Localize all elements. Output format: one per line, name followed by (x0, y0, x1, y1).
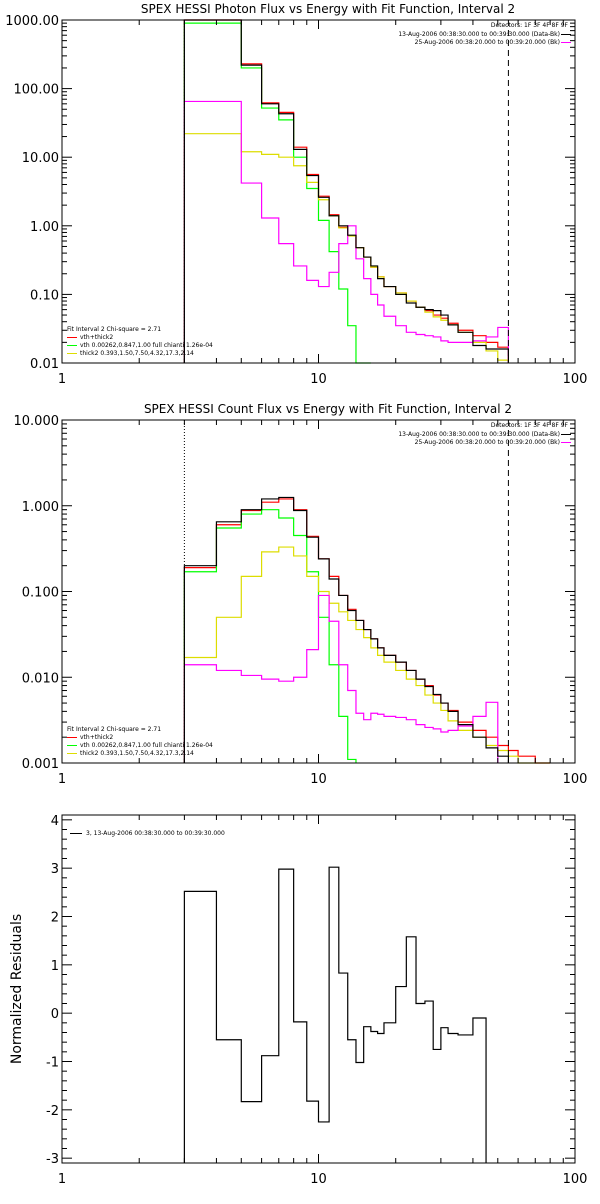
count-vth-thick2-label: vth+thick2 (80, 734, 113, 741)
photon-bk-interval-label: 25-Aug-2006 00:38:20.000 to 00:39:20.000… (415, 39, 560, 46)
residuals-series-3-13-aug-2006-00-38-30-000-to-00-39-30-000-line (183, 866, 487, 1163)
photon-series-bk-line (183, 100, 509, 363)
count-y-tick-label: 1.000 (22, 500, 59, 515)
photon-flux-title: SPEX HESSI Photon Flux vs Energy with Fi… (141, 2, 515, 16)
residuals-y-tick-label: -1 (46, 1056, 59, 1071)
residuals-y-tick-label: 3 (51, 862, 59, 877)
photon-flux-ticks: 1 10 100 0.01 0.10 1.00 10.00 100.00 1000.00 (5, 14, 587, 387)
residuals-y-axis-label: Normalized Residuals (9, 914, 25, 1064)
count-x-tick-label: 100 (563, 772, 588, 787)
residuals-y-tick-label: -2 (46, 1104, 59, 1119)
photon-y-tick-label: 1.00 (30, 220, 59, 235)
residuals-y-tick-label: 2 (51, 911, 59, 926)
residuals-legend-label: 3, 13-Aug-2006 00:38:30.000 to 00:39:30.… (86, 830, 225, 837)
count-y-tick-label: 0.010 (22, 671, 59, 686)
residuals-panel: 1 10 100 -3 -2 -1 0 1 2 3 4 Normalized Residuals 3… (9, 814, 587, 1187)
residuals-plot-frame (61, 814, 576, 1164)
photon-vth-label: vth 0.00262,0.847,1.00 full chianti 1.26… (80, 342, 213, 349)
count-flux-reference-lines (183, 420, 509, 763)
photon-flux-legend-top-right: Detectors: 1F 3F 4F 8F 9F 13-Aug-2006 00… (398, 22, 571, 46)
residuals-y-tick-label: -3 (46, 1152, 59, 1167)
count-x-tick-label: 1 (58, 772, 66, 787)
count-vth-label: vth 0.00262,0.847,1.00 full chianti 1.26… (80, 742, 213, 749)
count-bk-interval-label: 25-Aug-2006 00:38:20.000 to 00:39:20.000… (415, 439, 560, 446)
residuals-x-tick-label: 100 (563, 1172, 588, 1187)
photon-fit-interval-label: Fit Interval 2 Chi-square = 2.71 (67, 326, 161, 333)
photon-y-tick-label: 1000.00 (5, 14, 59, 29)
count-flux-series (183, 496, 551, 764)
photon-detectors-label: Detectors: 1F 3F 4F 8F 9F (491, 22, 569, 29)
residuals-x-tick-label: 10 (310, 1172, 327, 1187)
photon-thick2-label: thick2 0.393,1.50,7.50,4.32,17.3,2.14 (80, 350, 194, 357)
count-flux-ticks: 1 10 100 0.001 0.010 0.100 1.000 10.000 (14, 414, 588, 787)
photon-vth-thick2-label: vth+thick2 (80, 334, 113, 341)
count-series-vth-line (183, 509, 357, 763)
count-y-tick-label: 10.000 (14, 414, 60, 429)
residuals-x-tick-label: 1 (58, 1172, 66, 1187)
photon-flux-series (183, 19, 509, 364)
photon-flux-plot-frame (61, 19, 576, 364)
count-series-bk-line (183, 594, 499, 763)
count-flux-title: SPEX HESSI Count Flux vs Energy with Fit… (144, 402, 512, 416)
photon-flux-panel: SPEX HESSI Photon Flux vs Energy with Fi… (5, 2, 587, 387)
photon-y-tick-label: 10.00 (22, 151, 59, 166)
photon-series-vth-line (183, 22, 371, 364)
count-thick2-label: thick2 0.393,1.50,7.50,4.32,17.3,2.14 (80, 750, 194, 757)
photon-x-tick-label: 10 (310, 372, 327, 387)
residuals-y-tick-label: 1 (51, 959, 59, 974)
residuals-ticks: 1 10 100 -3 -2 -1 0 1 2 3 4 (46, 814, 587, 1187)
count-x-tick-label: 10 (310, 772, 327, 787)
residuals-legend-top-left: 3, 13-Aug-2006 00:38:30.000 to 00:39:30.… (70, 830, 225, 837)
count-flux-plot-frame (61, 419, 576, 764)
photon-data-interval-label: 13-Aug-2006 00:38:30.000 to 00:39:30.000… (398, 31, 560, 38)
count-flux-legend-top-right: Detectors: 1F 3F 4F 8F 9F 13-Aug-2006 00… (398, 422, 571, 446)
count-y-tick-label: 0.001 (22, 757, 59, 772)
residuals-y-tick-label: 4 (51, 814, 59, 829)
count-series-data-bk-line (183, 496, 509, 763)
photon-flux-legend-bottom-left: Fit Interval 2 Chi-square = 2.71 vth+thi… (67, 326, 213, 357)
count-flux-legend-bottom-left: Fit Interval 2 Chi-square = 2.71 vth+thi… (67, 726, 213, 757)
residuals-series (183, 866, 487, 1163)
count-y-tick-label: 0.100 (22, 586, 59, 601)
count-detectors-label: Detectors: 1F 3F 4F 8F 9F (491, 422, 569, 429)
photon-x-tick-label: 1 (58, 372, 66, 387)
count-data-interval-label: 13-Aug-2006 00:38:30.000 to 00:39:30.000… (398, 431, 560, 438)
count-flux-panel: SPEX HESSI Count Flux vs Energy with Fit… (14, 402, 588, 787)
photon-x-tick-label: 100 (563, 372, 588, 387)
photon-y-tick-label: 0.01 (30, 357, 59, 372)
photon-y-tick-label: 100.00 (14, 83, 60, 98)
photon-series-data-bk-line (183, 19, 509, 363)
photon-flux-reference-lines (183, 20, 509, 363)
photon-y-tick-label: 0.10 (30, 288, 59, 303)
residuals-y-tick-label: 0 (51, 1007, 59, 1022)
count-fit-interval-label: Fit Interval 2 Chi-square = 2.71 (67, 726, 161, 733)
